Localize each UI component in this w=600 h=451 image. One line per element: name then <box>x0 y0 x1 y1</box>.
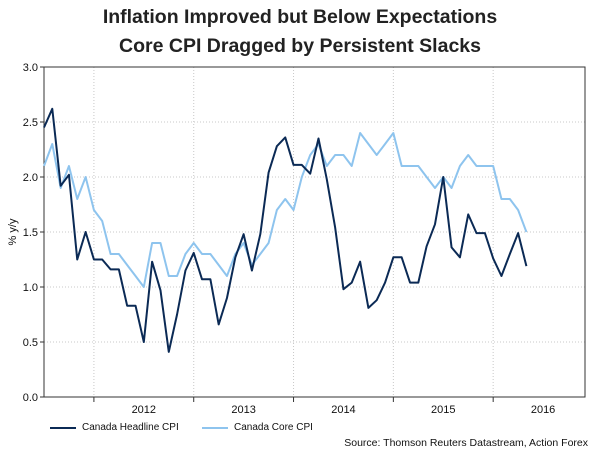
y-tick-label: 1.5 <box>23 227 38 239</box>
legend-item-core-cpi: Canada Core CPI <box>202 422 313 433</box>
x-axis: 2012 2013 2014 2015 2016 <box>93 397 555 416</box>
legend-label-core: Canada Core CPI <box>234 422 313 433</box>
x-tick-label: 2014 <box>331 404 355 416</box>
x-tick-label: 2016 <box>531 404 555 416</box>
x-tick-label: 2013 <box>231 404 255 416</box>
x-tick-label: 2012 <box>132 404 156 416</box>
x-tick-label: 2015 <box>431 404 455 416</box>
chart-title-line1: Inflation Improved but Below Expectation… <box>102 6 498 28</box>
y-tick-label: 2.5 <box>23 117 38 129</box>
grid-lines <box>44 67 585 397</box>
series-line-core-cpi <box>43 132 528 288</box>
chart-title-line2: Core CPI Dragged by Persistent Slacks <box>119 35 481 57</box>
legend-swatch-headline <box>50 426 76 429</box>
series-line-headline-cpi <box>43 107 528 353</box>
legend-label-headline: Canada Headline CPI <box>82 422 179 433</box>
series-layer <box>43 107 528 353</box>
source-note: Source: Thomson Reuters Datastream, Acti… <box>344 437 588 449</box>
y-tick-label: 1.0 <box>23 282 38 294</box>
y-tick-label: 3.0 <box>23 62 38 74</box>
y-tick-label: 0.5 <box>23 337 38 349</box>
legend-item-headline-cpi: Canada Headline CPI <box>50 422 179 433</box>
y-axis: 0.0 0.5 1.0 1.5 2.0 2.5 3.0 <box>23 62 44 404</box>
y-axis-label: % y/y <box>7 218 19 245</box>
y-tick-label: 2.0 <box>23 172 38 184</box>
legend-swatch-core <box>202 426 228 429</box>
y-tick-label: 0.0 <box>23 392 38 404</box>
